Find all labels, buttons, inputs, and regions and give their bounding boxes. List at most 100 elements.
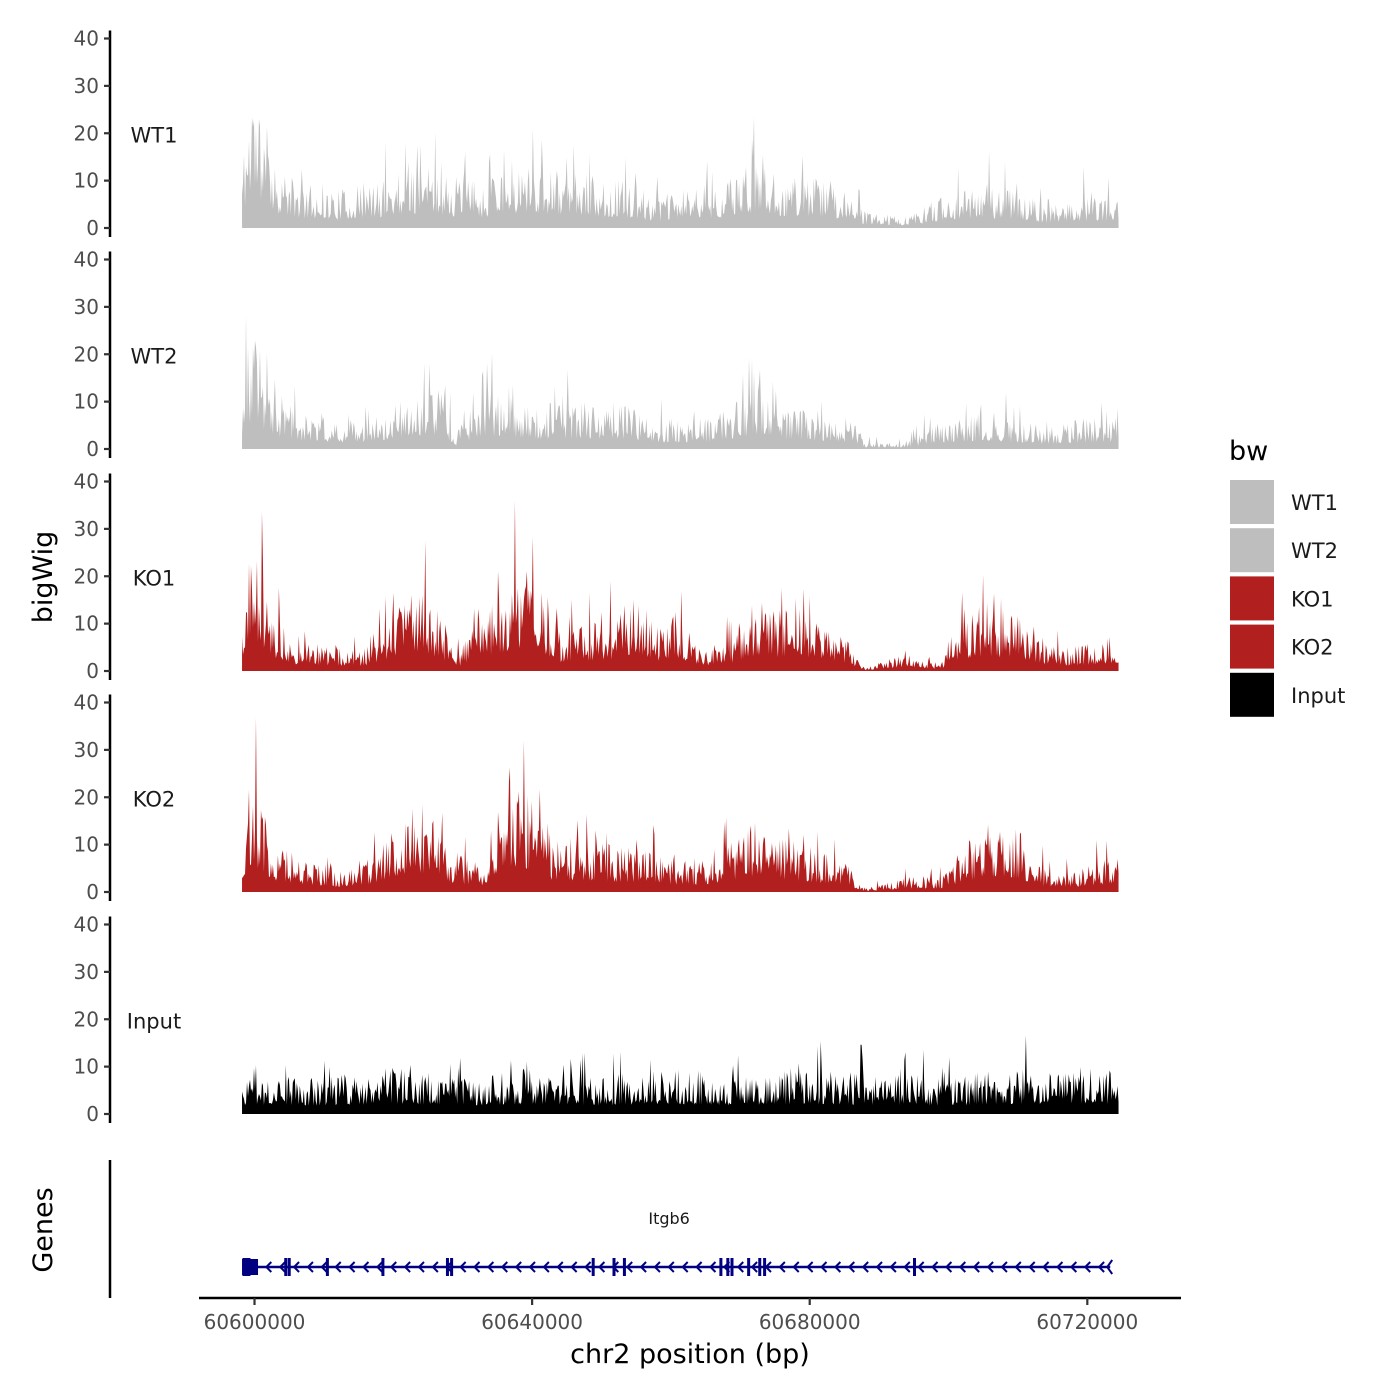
y-tick-label: 0: [86, 216, 99, 240]
x-tick-label: 60640000: [481, 1310, 583, 1334]
track-ko1: 0 10 20 30 40 KO1: [74, 470, 1119, 683]
y-tick-label: 10: [74, 169, 99, 193]
coverage-area-wt2: [242, 315, 1119, 449]
gene-track: Itgb6: [108, 1160, 1114, 1298]
strand-arrow-icon: [375, 1261, 384, 1273]
gene-name-label: Itgb6: [648, 1209, 689, 1228]
x-tick-label: 60600000: [204, 1310, 306, 1334]
strand-arrow-icon: [528, 1261, 536, 1273]
strand-arrow-icon: [792, 1261, 800, 1273]
y-tick-label: 30: [74, 738, 99, 762]
y-tick-label: 30: [74, 74, 99, 98]
legend-label-wt1: WT1: [1291, 491, 1338, 515]
y-tick-label: 20: [74, 564, 99, 588]
gene-exon: [913, 1258, 917, 1276]
x-tick-label: 60680000: [759, 1310, 861, 1334]
strand-arrow-icon: [362, 1261, 370, 1273]
strand-arrow-icon: [1028, 1261, 1036, 1273]
strand-arrow-icon: [556, 1261, 564, 1273]
strand-arrow-icon: [639, 1261, 647, 1273]
gene-exon: [763, 1258, 767, 1276]
strand-arrow-icon: [695, 1261, 703, 1273]
y-tick-label: 40: [74, 691, 99, 715]
y-tick-label: 30: [74, 960, 99, 984]
gene-exon: [450, 1258, 454, 1276]
strand-arrow-icon: [750, 1261, 758, 1273]
gene-exon: [730, 1258, 734, 1276]
gene-itgb6: Itgb6: [242, 1209, 1114, 1276]
y-tick-label: 10: [74, 833, 99, 857]
track-wt2: 0 10 20 30 40 WT2: [74, 248, 1119, 461]
coverage-area-ko2: [242, 717, 1119, 892]
gene-exon: [591, 1258, 595, 1276]
x-axis-title: chr2 position (bp): [570, 1339, 810, 1370]
legend-label-ko2: KO2: [1291, 636, 1334, 660]
y-tick-label: 40: [74, 913, 99, 937]
strand-arrow-icon: [986, 1261, 994, 1273]
gene-exon: [719, 1258, 723, 1276]
x-axis: chr2 position (bp) 60600000 60640000 60680…: [199, 1296, 1181, 1370]
strand-arrow-icon: [958, 1261, 967, 1273]
strand-arrow-icon: [348, 1261, 356, 1273]
strand-arrow-icon: [1069, 1261, 1078, 1273]
strand-arrow-icon: [833, 1261, 842, 1273]
strand-arrow-icon: [514, 1261, 522, 1273]
y-tick-label: 30: [74, 517, 99, 541]
strand-arrow-icon: [820, 1261, 828, 1273]
strand-arrow-icon: [598, 1261, 606, 1273]
track-label-wt1: WT1: [131, 123, 178, 147]
y-axis-title: bigWig: [28, 531, 59, 624]
gene-exon: [747, 1258, 751, 1276]
strand-arrow-icon: [486, 1261, 495, 1273]
strand-arrow-icon: [709, 1261, 717, 1273]
y-tick-label: 0: [86, 1102, 99, 1126]
y-tick-label: 10: [74, 1055, 99, 1079]
y-tick-label: 0: [86, 437, 99, 461]
track-label-wt2: WT2: [131, 344, 178, 368]
strand-arrow-icon: [1083, 1261, 1091, 1273]
y-tick-label: 20: [74, 1007, 99, 1031]
strand-arrow-icon: [931, 1261, 939, 1273]
strand-arrow-icon: [459, 1261, 467, 1273]
gene-exon: [612, 1258, 616, 1276]
gene-exon: [242, 1258, 249, 1276]
coverage-tracks: 0 10 20 30 40 WT1 0 10 20 30 40 WT2 0 10 20 30 40 KO1 0 10 2…: [74, 27, 1119, 1126]
strand-arrow-icon: [1056, 1261, 1064, 1273]
legend-swatch-ko1: [1230, 576, 1274, 621]
strand-arrow-icon: [847, 1261, 855, 1273]
track-label-input: Input: [127, 1009, 181, 1033]
y-tick-label: 20: [74, 785, 99, 809]
gene-exon: [247, 1258, 251, 1276]
strand-arrow-icon: [806, 1261, 814, 1273]
gene-exon: [287, 1258, 291, 1276]
strand-arrow-icon: [1042, 1261, 1050, 1273]
strand-arrow-icon: [431, 1261, 439, 1273]
y-tick-label: 0: [86, 659, 99, 683]
gene-end-cap: [1105, 1259, 1114, 1275]
strand-arrow-icon: [778, 1261, 786, 1273]
strand-arrow-icon: [889, 1261, 897, 1273]
strand-arrow-icon: [1097, 1261, 1105, 1273]
strand-arrow-icon: [417, 1261, 425, 1273]
gene-exon: [758, 1258, 762, 1276]
track-label-ko2: KO2: [133, 787, 176, 811]
strand-arrow-icon: [681, 1261, 689, 1273]
track-label-ko1: KO1: [133, 566, 176, 590]
y-tick-label: 0: [86, 880, 99, 904]
coverage-area-wt1: [242, 117, 1119, 228]
gene-exon: [622, 1258, 626, 1276]
genes-track-label: Genes: [28, 1187, 59, 1272]
y-tick-label: 10: [74, 612, 99, 636]
legend-swatch-wt2: [1230, 528, 1274, 573]
y-tick-label: 40: [74, 470, 99, 494]
strand-arrow-icon: [292, 1261, 300, 1273]
legend-swatch-ko2: [1230, 624, 1274, 669]
x-tick-label: 60720000: [1036, 1310, 1138, 1334]
track-ko2: 0 10 20 30 40 KO2: [74, 691, 1119, 904]
coverage-area-input: [242, 1035, 1119, 1114]
gene-exon: [726, 1258, 730, 1276]
legend-label-input: Input: [1291, 684, 1345, 708]
y-tick-label: 20: [74, 342, 99, 366]
strand-arrow-icon: [1000, 1261, 1008, 1273]
